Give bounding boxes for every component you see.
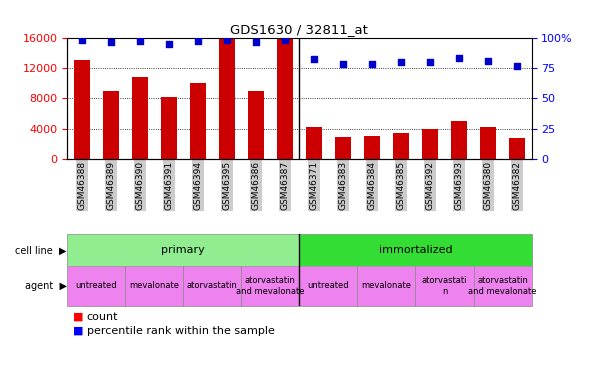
Bar [132,77,148,159]
Bar [277,39,293,159]
Point [106,39,115,45]
Text: primary: primary [161,245,205,255]
Bar [161,97,177,159]
Bar [364,136,380,159]
Text: mevalonate: mevalonate [362,281,411,291]
Text: immortalized: immortalized [379,245,452,255]
Point [309,56,319,62]
Point [454,55,464,61]
Bar [219,39,235,159]
Text: atorvastatin
and mevalonate: atorvastatin and mevalonate [468,276,537,296]
Bar [241,266,299,306]
Bar [306,128,322,159]
Bar [67,266,125,306]
Text: atorvastatin
and mevalonate: atorvastatin and mevalonate [236,276,305,296]
Text: untreated: untreated [307,281,349,291]
Bar [415,266,474,306]
Point [251,39,261,45]
Text: ■: ■ [73,312,84,322]
Point [396,59,406,65]
Text: untreated: untreated [75,281,117,291]
Point [280,37,290,43]
Point [193,38,203,44]
Point [512,63,522,69]
Point [338,61,348,68]
Text: cell line  ▶: cell line ▶ [15,245,67,255]
Bar [393,133,409,159]
Bar [357,266,415,306]
Point [425,59,435,65]
Bar [335,136,351,159]
Title: GDS1630 / 32811_at: GDS1630 / 32811_at [230,23,368,36]
Text: atorvastati
n: atorvastati n [422,276,467,296]
Point [483,58,493,64]
Text: percentile rank within the sample: percentile rank within the sample [87,326,274,336]
Text: atorvastatin: atorvastatin [187,281,238,291]
Bar [422,129,438,159]
Point [135,38,145,44]
Bar [451,121,467,159]
Point [367,61,377,68]
Text: mevalonate: mevalonate [130,281,179,291]
Bar [67,234,299,266]
Point [164,40,174,46]
Bar [183,266,241,306]
Bar [480,128,496,159]
Bar [509,138,525,159]
Point [77,37,87,43]
Bar [248,91,264,159]
Bar [190,83,206,159]
Point [222,37,232,43]
Text: count: count [87,312,119,322]
Bar [125,266,183,306]
Bar [299,266,357,306]
Text: ■: ■ [73,326,84,336]
Bar [474,266,532,306]
Bar [103,91,119,159]
Text: agent  ▶: agent ▶ [24,281,67,291]
Bar [299,234,532,266]
Bar [74,60,90,159]
